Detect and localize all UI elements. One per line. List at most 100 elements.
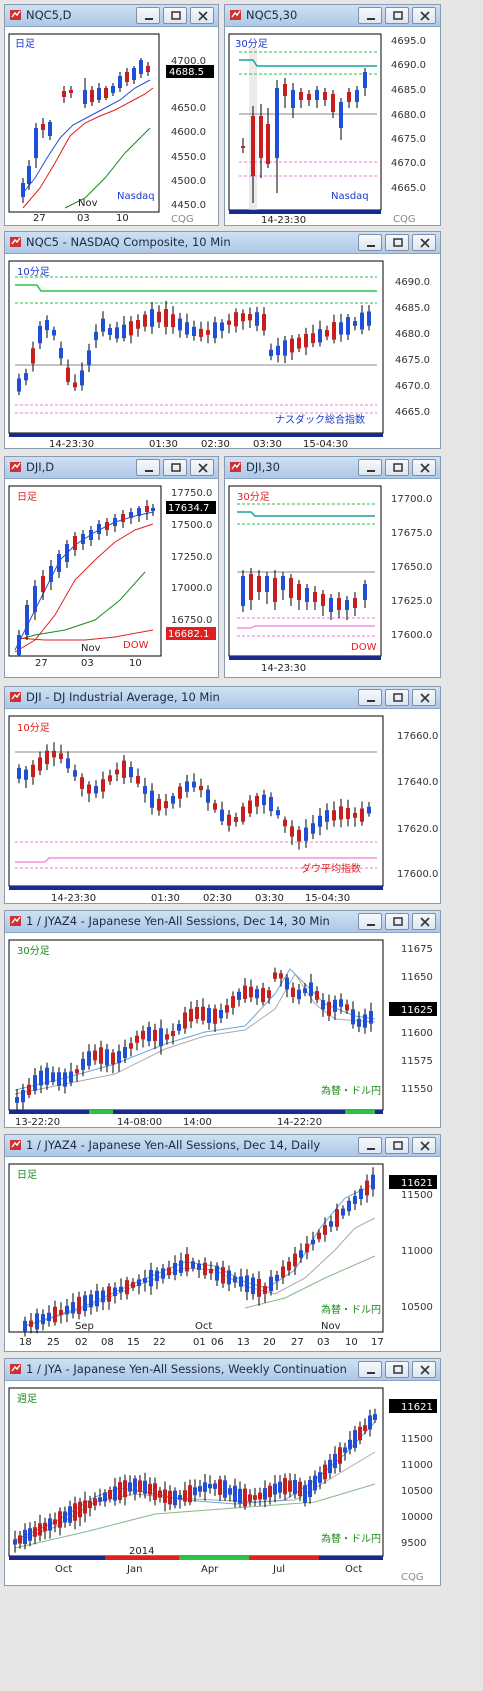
- time-tick: 13-22:20: [15, 1117, 60, 1128]
- last-price: 4688.5: [169, 67, 204, 78]
- candles: [17, 300, 371, 396]
- candle-body: [58, 1511, 62, 1528]
- window-titlebar[interactable]: 1 / JYAZ4 - Japanese Yen-All Sessions, D…: [5, 911, 440, 933]
- candle-body: [327, 1001, 331, 1016]
- minimize-button[interactable]: [358, 913, 382, 930]
- minimize-button[interactable]: [358, 234, 382, 251]
- price-chart[interactable]: 10分足 ダウ平均指数 17660.0 17640.0 17620.0 1760…: [5, 710, 441, 904]
- close-button[interactable]: [190, 7, 214, 24]
- candle-body: [360, 808, 364, 822]
- minimize-button[interactable]: [358, 1361, 382, 1378]
- chart-window-dji-daily[interactable]: DJI,D 日足: [4, 456, 219, 678]
- close-button[interactable]: [412, 913, 436, 930]
- restore-icon: [393, 1141, 403, 1150]
- price-chart[interactable]: 30分足: [225, 480, 441, 678]
- close-button[interactable]: [412, 1361, 436, 1378]
- candle-body: [323, 1225, 327, 1235]
- chart-window-nqc5-daily[interactable]: NQC5,D 日足: [4, 4, 219, 226]
- close-button[interactable]: [412, 7, 436, 24]
- candles: [21, 58, 150, 203]
- price-chart[interactable]: 日足: [5, 480, 219, 678]
- chart-window-jpy-daily[interactable]: 1 / JYAZ4 - Japanese Yen-All Sessions, D…: [4, 1134, 441, 1352]
- restore-button[interactable]: [385, 1137, 409, 1154]
- close-button[interactable]: [412, 459, 436, 476]
- minimize-button[interactable]: [358, 689, 382, 706]
- chart-window-nasdaq-10min[interactable]: NQC5 - NASDAQ Composite, 10 Min 10分足 ナスダ…: [4, 231, 441, 449]
- restore-button[interactable]: [385, 234, 409, 251]
- series-label: 為替・ドル円: [321, 1303, 381, 1316]
- minimize-button[interactable]: [136, 7, 160, 24]
- candle-body: [363, 1014, 367, 1028]
- candle-body: [94, 331, 98, 341]
- price-chart[interactable]: 30分足 為替・ドル円 11675 11650 11600 11575 1155…: [5, 934, 441, 1128]
- restore-button[interactable]: [163, 459, 187, 476]
- restore-button[interactable]: [385, 689, 409, 706]
- plot-area[interactable]: [228, 485, 382, 657]
- restore-button[interactable]: [385, 913, 409, 930]
- price-chart[interactable]: 日足: [5, 28, 219, 226]
- price-chart[interactable]: 週足 為替・ドル円 11500 11000 10500 10000 9500 1…: [5, 1382, 441, 1586]
- candle-body: [31, 764, 35, 778]
- chart-window-dji-10min[interactable]: DJI - DJ Industrial Average, 10 Min 10分足…: [4, 686, 441, 904]
- chart-window-dji-30min[interactable]: DJI,30 30分足: [224, 456, 441, 678]
- candle-body: [283, 819, 287, 827]
- candle-body: [276, 345, 280, 356]
- window-titlebar[interactable]: NQC5,D: [5, 5, 218, 27]
- minimize-button[interactable]: [358, 459, 382, 476]
- chart-window-jpy-30min[interactable]: 1 / JYAZ4 - Japanese Yen-All Sessions, D…: [4, 910, 441, 1128]
- minimize-button[interactable]: [358, 7, 382, 24]
- price-chart[interactable]: 30分足: [225, 28, 441, 226]
- plot-area[interactable]: [8, 485, 162, 657]
- restore-button[interactable]: [163, 7, 187, 24]
- candle-body: [192, 781, 196, 788]
- close-button[interactable]: [412, 234, 436, 251]
- plot-area[interactable]: [8, 260, 384, 434]
- time-scroll-bar[interactable]: [9, 1110, 383, 1114]
- candle-body: [257, 1278, 261, 1297]
- candle-body: [59, 753, 63, 760]
- minimize-icon: [145, 18, 153, 20]
- window-titlebar[interactable]: DJI - DJ Industrial Average, 10 Min: [5, 687, 440, 709]
- restore-button[interactable]: [385, 459, 409, 476]
- close-button[interactable]: [190, 459, 214, 476]
- window-titlebar[interactable]: NQC5,30: [225, 5, 440, 27]
- chart-label: 週足: [17, 1393, 37, 1405]
- candle-body: [183, 1012, 187, 1029]
- price-chart[interactable]: 10分足 ナスダック総合指数 4690.0 4685.0 4680.0 4675…: [5, 255, 441, 449]
- time-scroll-bar[interactable]: [229, 656, 381, 660]
- time-scroll-bar[interactable]: [9, 433, 383, 437]
- candle-body: [59, 348, 63, 359]
- price-tick: 4680.0: [395, 329, 430, 340]
- candle-body: [108, 328, 112, 335]
- plot-area[interactable]: [8, 33, 160, 213]
- window-titlebar[interactable]: 1 / JYA - Japanese Yen-All Sessions, Wee…: [5, 1359, 440, 1381]
- candle-body: [201, 1006, 205, 1021]
- candle-body: [198, 1486, 202, 1492]
- window-titlebar[interactable]: 1 / JYAZ4 - Japanese Yen-All Sessions, D…: [5, 1135, 440, 1157]
- candle-body: [101, 318, 105, 332]
- candle-body: [122, 760, 126, 779]
- restore-button[interactable]: [385, 1361, 409, 1378]
- minimize-button[interactable]: [136, 459, 160, 476]
- minimize-button[interactable]: [358, 1137, 382, 1154]
- chart-window-jpy-weekly[interactable]: 1 / JYA - Japanese Yen-All Sessions, Wee…: [4, 1358, 441, 1586]
- window-titlebar[interactable]: NQC5 - NASDAQ Composite, 10 Min: [5, 232, 440, 254]
- candle-body: [206, 330, 210, 335]
- window-title: DJI,D: [26, 460, 55, 474]
- plot-area[interactable]: [8, 1387, 384, 1557]
- close-button[interactable]: [412, 689, 436, 706]
- window-titlebar[interactable]: DJI,D: [5, 457, 218, 479]
- chart-window-nqc5-30min[interactable]: NQC5,30 30分足: [224, 4, 441, 226]
- time-scroll-bar[interactable]: [229, 210, 381, 214]
- price-chart[interactable]: 日足 為替・ドル円 11500 11000 10500 11621 Sep Oc…: [5, 1158, 441, 1352]
- candle-body: [345, 1004, 349, 1011]
- candle-body: [329, 1221, 333, 1227]
- time-scroll-bar[interactable]: [9, 886, 383, 890]
- plot-area[interactable]: [8, 715, 384, 887]
- candle-body: [83, 1500, 87, 1514]
- candle-body: [220, 322, 224, 331]
- window-titlebar[interactable]: DJI,30: [225, 457, 440, 479]
- restore-button[interactable]: [385, 7, 409, 24]
- close-button[interactable]: [412, 1137, 436, 1154]
- candle-body: [57, 1072, 61, 1086]
